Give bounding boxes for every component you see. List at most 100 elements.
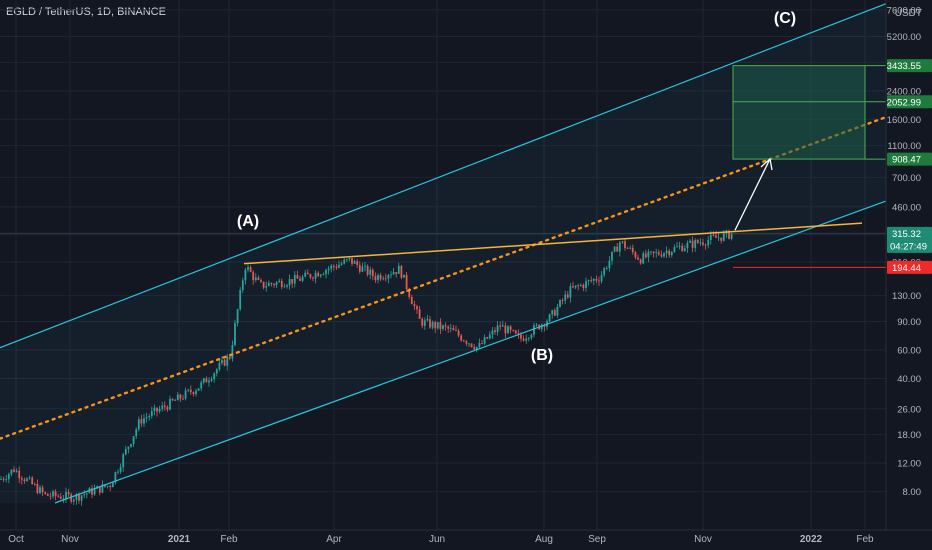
wave-label: (B) — [531, 347, 553, 364]
candle-body — [413, 304, 416, 307]
x-tick-label: Nov — [61, 534, 79, 545]
candle-body — [104, 484, 106, 487]
candle-body — [93, 488, 96, 495]
candle-body — [382, 278, 385, 280]
currency-label: USDT — [894, 8, 922, 19]
candle-body — [247, 267, 249, 270]
candle-body — [150, 411, 153, 417]
candle-body — [403, 274, 405, 278]
candle-body — [408, 289, 411, 298]
candle-body — [691, 240, 694, 248]
countdown-text: 04:27:49 — [890, 241, 927, 252]
candle-body — [322, 274, 325, 275]
candle-body — [561, 300, 564, 301]
candle-body — [353, 261, 356, 264]
candle-body — [78, 494, 80, 501]
candle-body — [249, 267, 252, 272]
candle-body — [304, 272, 307, 277]
candle-body — [28, 477, 31, 479]
candle-body — [689, 240, 691, 243]
candle-body — [657, 252, 660, 255]
candle-body — [644, 253, 647, 258]
channel-upper-line — [0, 3, 887, 349]
candle-body — [161, 405, 164, 409]
candle-body — [49, 495, 52, 497]
wave-label: (C) — [774, 10, 796, 27]
candle-body — [122, 454, 125, 468]
candle-body — [293, 275, 296, 284]
candle-body — [514, 330, 517, 334]
candle-body — [611, 251, 613, 261]
y-tick-label: 5200.00 — [887, 32, 921, 43]
candle-body — [15, 470, 18, 472]
candle-body — [54, 491, 57, 496]
channel-lower-line — [54, 200, 887, 504]
candle-body — [182, 398, 184, 400]
candle-body — [626, 248, 629, 249]
candle-body — [559, 300, 561, 307]
candle-body — [676, 246, 678, 248]
candle-body — [33, 483, 36, 485]
candle-body — [720, 237, 723, 241]
candle-body — [429, 319, 431, 328]
candle-body — [655, 252, 658, 254]
candle-body — [192, 392, 195, 394]
candle-body — [145, 417, 148, 419]
candle-body — [486, 337, 489, 339]
y-tick-label: 26.00 — [897, 404, 921, 415]
candle-body — [483, 337, 486, 344]
candle-body — [31, 477, 34, 484]
candle-body — [319, 274, 322, 277]
candle-body — [130, 444, 132, 447]
candle-body — [447, 326, 450, 329]
x-tick-label: Nov — [694, 534, 712, 545]
candle-body — [197, 388, 200, 391]
candle-body — [715, 235, 717, 238]
candle-body — [309, 274, 312, 278]
candle-body — [660, 254, 663, 257]
drawing-layer: (A) (B) (C) — [0, 3, 888, 504]
candle-body — [273, 284, 275, 286]
candle-body — [371, 269, 374, 277]
candle-body — [83, 494, 86, 496]
candle-body — [395, 272, 398, 274]
candle-body — [75, 494, 78, 500]
candle-body — [153, 407, 156, 412]
candle-body — [416, 306, 418, 310]
candle-body — [673, 247, 676, 252]
candle-body — [283, 286, 286, 288]
candle-body — [374, 276, 377, 281]
candle-body — [439, 322, 442, 329]
candle-body — [244, 269, 247, 281]
candle-body — [707, 239, 710, 246]
stop-price-tag — [887, 260, 932, 274]
candle-body — [605, 268, 608, 270]
candle-body — [132, 436, 135, 445]
candle-body — [455, 330, 457, 331]
candle-body — [400, 265, 403, 278]
candle-body — [696, 239, 699, 243]
candle-body — [634, 252, 637, 258]
candle-body — [306, 272, 309, 275]
candle-body — [577, 285, 580, 287]
candle-body — [52, 491, 54, 497]
candle-body — [592, 279, 595, 281]
candle-body — [117, 471, 119, 473]
candle-body — [488, 334, 491, 339]
candle-body — [522, 338, 525, 341]
candle-body — [200, 382, 203, 389]
candle-body — [163, 405, 166, 408]
candle-body — [234, 323, 236, 346]
candle-body — [652, 251, 655, 254]
y-tick-label: 460.00 — [892, 202, 921, 213]
candle-body — [70, 494, 73, 502]
candle-body — [179, 394, 182, 399]
candle-body — [330, 265, 333, 269]
candle-body — [72, 499, 75, 502]
candle-body — [556, 306, 559, 316]
candle-body — [730, 233, 733, 239]
current-price-tag — [887, 226, 932, 253]
candle-body — [127, 446, 130, 449]
tp2-price-tag — [887, 95, 932, 109]
